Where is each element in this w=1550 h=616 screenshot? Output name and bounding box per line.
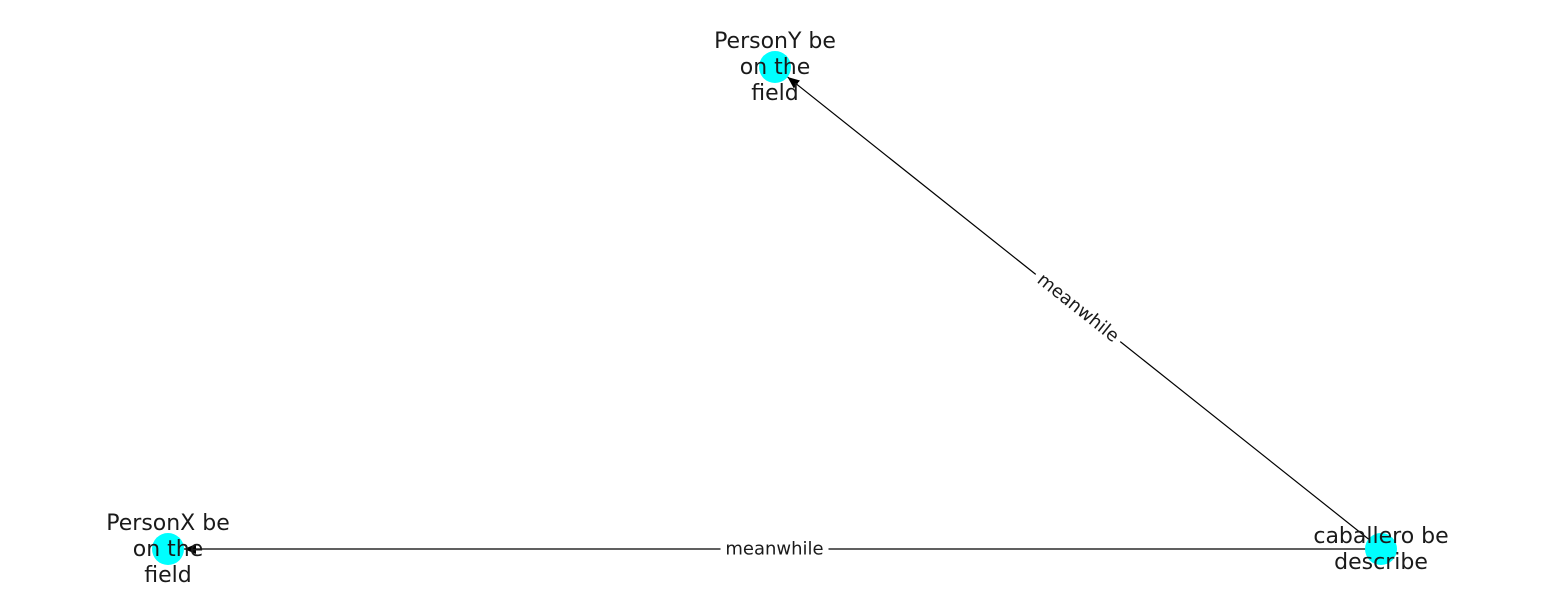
- edges-layer: [184, 76, 1382, 554]
- node-personY: [759, 51, 791, 83]
- node-caballero: [1365, 533, 1397, 565]
- node-label-line: describe: [1334, 550, 1428, 575]
- node-label-line: on the: [133, 537, 204, 562]
- edge-line-caballero-personY-part2: [787, 76, 1037, 275]
- node-label-line: field: [144, 563, 191, 588]
- node-label-line: caballero be: [1313, 524, 1448, 549]
- edge-labels-layer: meanwhile meanwhile: [725, 269, 1123, 559]
- node-personX: [152, 533, 184, 565]
- node-label-line: PersonX be: [106, 511, 230, 536]
- node-label-line: field: [751, 81, 798, 106]
- node-label-caballero: caballero be describe: [1313, 524, 1448, 575]
- node-label-personX: PersonX be on the field: [106, 511, 230, 588]
- edge-line-caballero-personY-part1: [1119, 341, 1382, 550]
- edge-label-caballero-personX: meanwhile: [725, 539, 823, 560]
- node-label-personY: PersonY be on the field: [714, 29, 836, 106]
- nodes-layer: [152, 51, 1397, 565]
- edge-label-caballero-personY: meanwhile: [1033, 269, 1123, 347]
- node-label-line: on the: [740, 55, 811, 80]
- node-label-line: PersonY be: [714, 29, 836, 54]
